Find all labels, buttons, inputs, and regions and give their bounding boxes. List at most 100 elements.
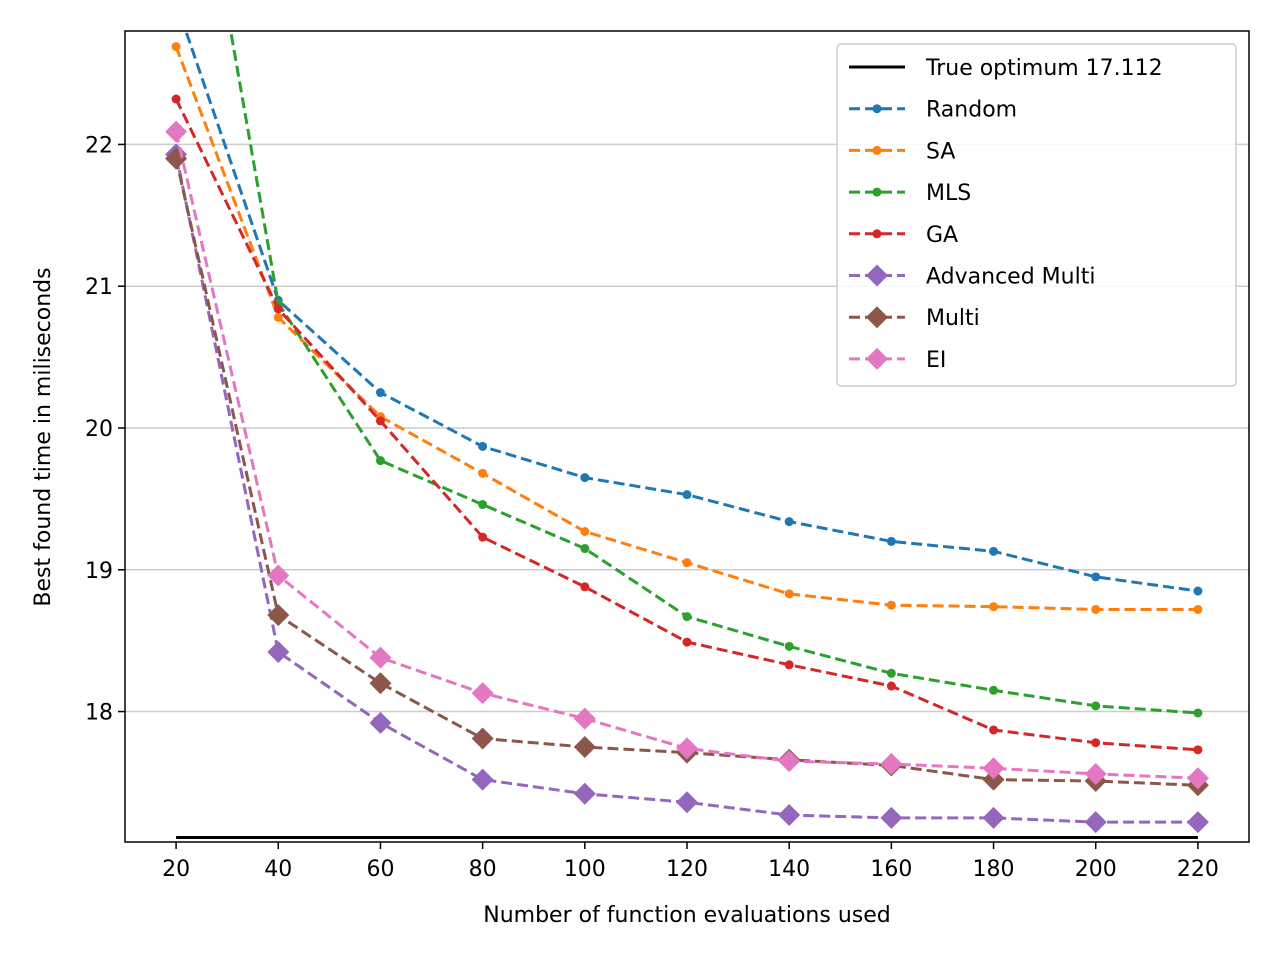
- data-point: [880, 806, 903, 829]
- data-point: [478, 532, 488, 542]
- x-tick-label: 220: [1177, 857, 1219, 882]
- data-point: [471, 682, 494, 705]
- data-point: [1193, 586, 1203, 596]
- data-point: [471, 727, 494, 750]
- data-point: [886, 600, 896, 610]
- data-point: [1193, 745, 1203, 755]
- data-point: [886, 536, 896, 546]
- data-point: [1084, 762, 1107, 785]
- legend-marker: [866, 264, 888, 287]
- data-point: [478, 468, 488, 478]
- data-point: [1091, 572, 1101, 582]
- y-tick-label: 22: [85, 133, 113, 158]
- x-axis-label: Number of function evaluations used: [483, 903, 891, 928]
- series-sa: [171, 42, 1203, 614]
- data-point: [165, 120, 188, 143]
- data-point: [580, 544, 590, 554]
- y-tick-label: 21: [85, 275, 113, 300]
- x-tick-label: 160: [870, 857, 912, 882]
- x-axis: 20 40 60 80 100 120 140 160 180 200 220: [162, 842, 1219, 882]
- data-point: [573, 707, 596, 730]
- data-point: [989, 725, 999, 735]
- legend-label: Random: [926, 98, 1017, 123]
- data-point: [778, 804, 801, 827]
- y-axis: 18 19 20 21 22: [85, 133, 125, 726]
- series-ga: [171, 94, 1203, 755]
- x-tick-label: 60: [366, 857, 394, 882]
- data-point: [1193, 708, 1203, 718]
- legend: True optimum 17.112 Random SA MLS GA Advanced…: [836, 43, 1237, 387]
- data-point: [1091, 738, 1101, 748]
- x-tick-label: 100: [564, 857, 606, 882]
- data-point: [478, 500, 488, 510]
- legend-label: Multi: [926, 306, 980, 331]
- data-point: [580, 473, 590, 483]
- data-point: [172, 0, 181, 7]
- grid: [125, 143, 1249, 713]
- data-point: [989, 602, 999, 612]
- data-point: [682, 637, 692, 647]
- data-point: [580, 526, 590, 536]
- x-tick-label: 80: [469, 857, 497, 882]
- legend-label: SA: [926, 139, 955, 164]
- x-tick-label: 180: [973, 857, 1015, 882]
- data-point: [267, 564, 290, 587]
- data-point: [369, 672, 392, 695]
- data-point: [989, 546, 999, 556]
- data-point: [982, 757, 1005, 780]
- data-point: [784, 660, 794, 670]
- y-tick-label: 20: [85, 417, 113, 442]
- data-point: [471, 768, 494, 791]
- data-point: [784, 517, 794, 527]
- data-point: [1186, 811, 1209, 834]
- data-point: [273, 312, 283, 322]
- data-point: [171, 94, 181, 104]
- series-group: [165, 0, 1209, 834]
- series-ei: [165, 120, 1209, 790]
- data-point: [1193, 604, 1203, 614]
- data-point: [682, 558, 692, 568]
- x-tick-label: 40: [264, 857, 292, 882]
- legend-marker: [866, 306, 888, 329]
- x-tick-label: 200: [1075, 857, 1117, 882]
- legend-label: True optimum 17.112: [925, 56, 1163, 81]
- y-axis-label: Best found time in miliseconds: [31, 267, 56, 606]
- data-point: [369, 711, 392, 734]
- data-point: [267, 604, 290, 627]
- x-tick-label: 20: [162, 857, 190, 882]
- data-point: [784, 589, 794, 599]
- data-point: [267, 641, 290, 664]
- data-point: [982, 768, 1005, 791]
- data-point: [580, 582, 590, 592]
- data-point: [1091, 604, 1101, 614]
- data-point: [573, 736, 596, 759]
- data-point: [375, 456, 385, 466]
- series-line-multi: [174, 158, 1198, 787]
- data-point: [369, 646, 392, 669]
- data-point: [886, 668, 896, 678]
- legend-marker: [872, 229, 882, 239]
- legend-label: MLS: [926, 181, 971, 206]
- data-point: [573, 782, 596, 805]
- legend-label: Advanced Multi: [926, 265, 1095, 290]
- legend-label: GA: [926, 223, 958, 248]
- x-tick-label: 140: [768, 857, 810, 882]
- data-point: [171, 42, 181, 52]
- data-point: [1091, 701, 1101, 711]
- data-point: [784, 641, 794, 651]
- data-point: [375, 416, 385, 426]
- data-point: [886, 681, 896, 691]
- data-point: [375, 388, 385, 398]
- legend-label: EI: [926, 348, 946, 373]
- data-point: [982, 806, 1005, 829]
- data-point: [1084, 811, 1107, 834]
- y-tick-label: 19: [85, 559, 113, 584]
- y-tick-label: 18: [85, 701, 113, 726]
- data-point: [676, 791, 698, 814]
- legend-marker: [872, 104, 882, 114]
- data-point: [682, 490, 692, 500]
- data-point: [676, 737, 698, 760]
- data-point: [778, 750, 801, 773]
- legend-marker: [866, 347, 888, 370]
